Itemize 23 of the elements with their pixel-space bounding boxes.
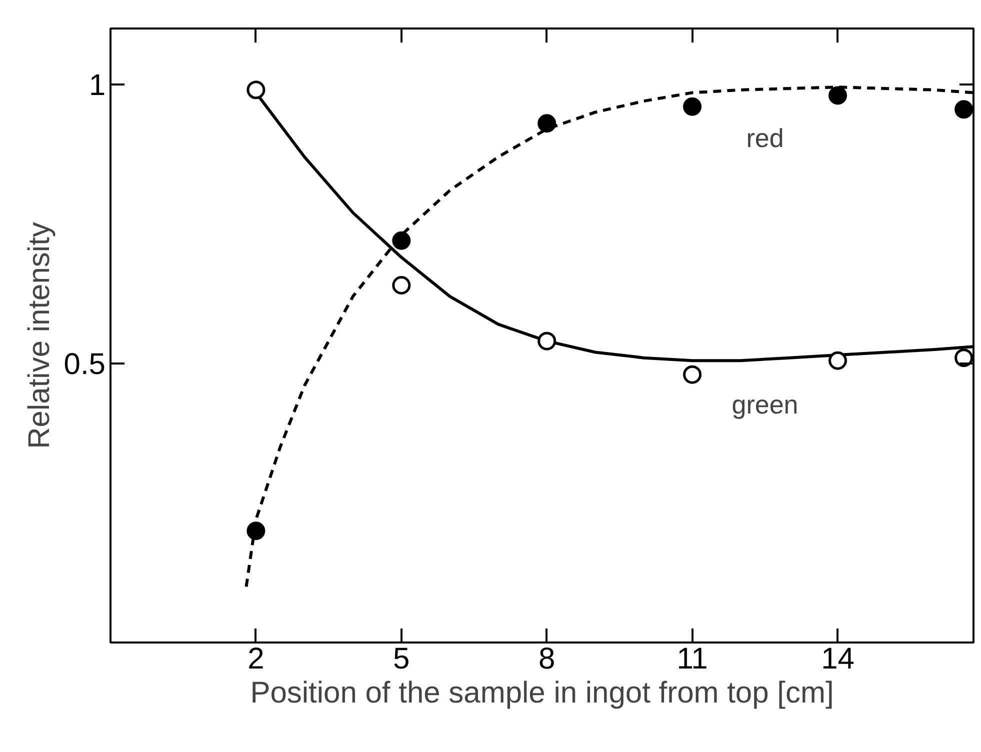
y-tick-label: 1 <box>88 68 106 102</box>
y-tick-label: 0.5 <box>64 348 106 381</box>
point <box>954 348 974 368</box>
point <box>392 231 411 250</box>
x-axis-title: Position of the sample in ingot from top [cm] <box>250 676 834 710</box>
x-tick-label: 14 <box>821 642 854 676</box>
point <box>392 276 411 294</box>
point <box>538 332 556 350</box>
x-tick-label: 8 <box>538 642 556 676</box>
x-tick-label: 11 <box>676 642 708 676</box>
series-label: green <box>732 390 798 420</box>
point <box>828 351 847 370</box>
point <box>246 80 266 100</box>
point <box>246 522 266 540</box>
point <box>683 365 702 384</box>
y-axis-title: Relative intensity <box>22 222 56 449</box>
point <box>954 100 974 119</box>
point <box>683 97 702 116</box>
series-label: red <box>746 123 784 154</box>
point <box>828 86 847 105</box>
x-tick-label: 2 <box>248 642 264 676</box>
x-tick-label: 5 <box>393 642 410 676</box>
point <box>538 114 556 133</box>
